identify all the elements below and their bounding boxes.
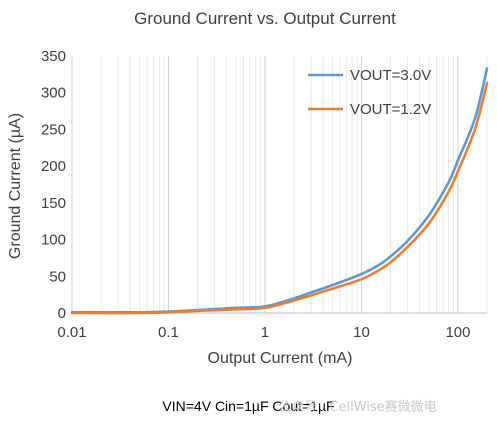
y-axis-label: Ground Current (µA) <box>7 113 24 259</box>
chart-title: Ground Current vs. Output Current <box>134 9 396 28</box>
x-tick-label: 0.01 <box>57 324 86 341</box>
x-tick-label: 100 <box>445 324 470 341</box>
watermark: 公众号 · CellWise赛微微电 <box>278 400 437 415</box>
x-tick-labels: 0.01 0.1 1 10 100 <box>57 324 470 341</box>
y-tick-label: 250 <box>41 121 66 138</box>
grid <box>71 56 488 313</box>
series-layer <box>70 67 489 315</box>
y-tick-label: 150 <box>41 195 66 212</box>
legend-label: VOUT=3.0V <box>350 67 431 84</box>
y-tick-label: 0 <box>58 305 66 322</box>
y-tick-label: 350 <box>41 48 66 65</box>
x-axis-label: Output Current (mA) <box>208 350 353 367</box>
y-tick-labels: 0 50 100 150 200 250 300 350 <box>41 48 66 322</box>
x-tick-label: 1 <box>261 324 269 341</box>
y-tick-label: 300 <box>41 85 66 102</box>
legend-label: VOUT=1.2V <box>350 101 431 118</box>
legend: VOUT=3.0V VOUT=1.2V <box>308 67 431 118</box>
y-tick-label: 200 <box>41 158 66 175</box>
series-line-2 <box>70 81 489 315</box>
y-tick-label: 100 <box>41 232 66 249</box>
y-tick-label: 50 <box>49 268 66 285</box>
test-conditions-footnote: VIN=4V Cin=1µF Cout=1µF <box>162 398 335 414</box>
x-tick-label: 10 <box>353 324 370 341</box>
x-tick-label: 0.1 <box>158 324 179 341</box>
